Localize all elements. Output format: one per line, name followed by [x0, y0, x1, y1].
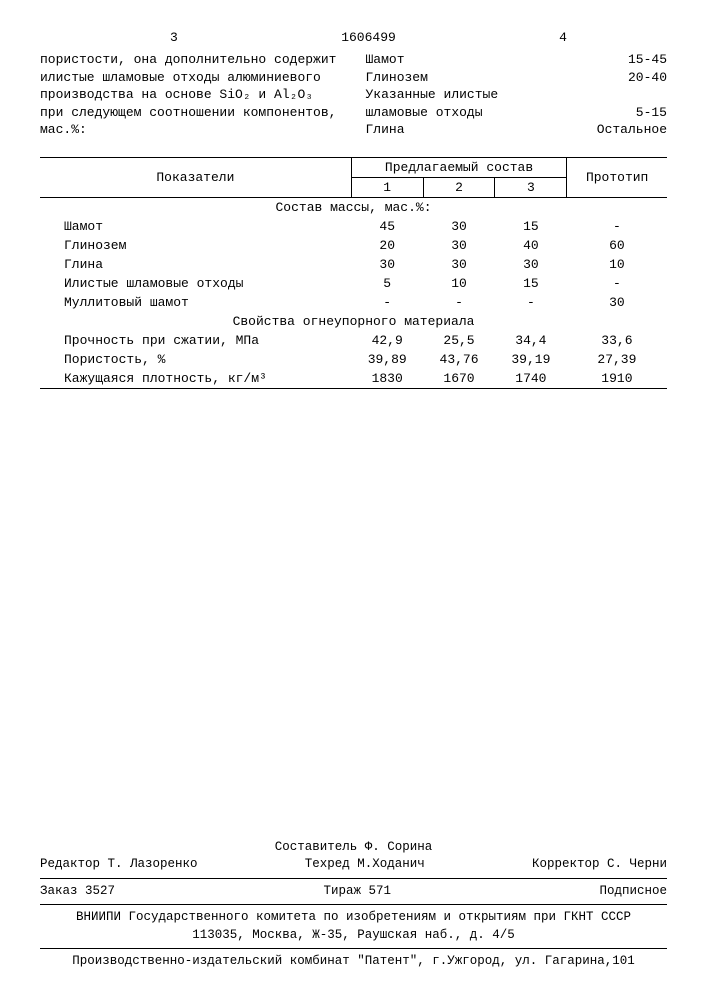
col-2: 2: [423, 177, 495, 197]
cell: 60: [567, 236, 667, 255]
divider: [40, 948, 667, 949]
table-row: Пористость, % 39,89 43,76 39,19 27,39: [40, 350, 667, 369]
intro-right-specs: Шамот 15-45 Глинозем 20-40 Указанные или…: [366, 51, 668, 139]
cell: 10: [423, 274, 495, 293]
cell: 34,4: [495, 331, 567, 350]
techred: Техред М.Ходанич: [305, 856, 425, 874]
sub: Подписное: [599, 883, 667, 901]
spec-row: Указанные илистые: [366, 86, 668, 104]
row-label: Кажущаяся плотность, кг/м³: [40, 369, 351, 389]
table-row: Кажущаяся плотность, кг/м³ 1830 1670 174…: [40, 369, 667, 389]
order-row: Заказ 3527 Тираж 571 Подписное: [40, 883, 667, 901]
table-row: Глина 30 30 30 10: [40, 255, 667, 274]
table-row: Муллитовый шамот - - - 30: [40, 293, 667, 312]
cell: 30: [423, 236, 495, 255]
cell: 30: [423, 217, 495, 236]
editor: Редактор Т. Лазоренко: [40, 856, 198, 874]
cell: 45: [351, 217, 423, 236]
spec-range: Остальное: [597, 121, 667, 139]
cell: 27,39: [567, 350, 667, 369]
spec-range: 15-45: [628, 51, 667, 69]
order: Заказ 3527: [40, 883, 115, 901]
cell: -: [567, 274, 667, 293]
divider: [40, 878, 667, 879]
cell: 30: [423, 255, 495, 274]
cell: 20: [351, 236, 423, 255]
col-proposed: Предлагаемый состав: [351, 157, 567, 177]
spec-name: Глинозем: [366, 69, 428, 87]
section-composition: Состав массы, мас.%:: [40, 197, 667, 217]
spec-row: Шамот 15-45: [366, 51, 668, 69]
cell: 25,5: [423, 331, 495, 350]
spec-row: Глина Остальное: [366, 121, 668, 139]
cell: 1910: [567, 369, 667, 389]
cell: 15: [495, 217, 567, 236]
cell: -: [495, 293, 567, 312]
page-num-left: 3: [170, 30, 178, 45]
org1: ВНИИПИ Государственного комитета по изоб…: [40, 909, 667, 927]
row-label: Пористость, %: [40, 350, 351, 369]
cell: 1830: [351, 369, 423, 389]
divider: [40, 904, 667, 905]
cell: 10: [567, 255, 667, 274]
cell: 42,9: [351, 331, 423, 350]
col-indicators: Показатели: [40, 157, 351, 197]
table-row: Шамот 45 30 15 -: [40, 217, 667, 236]
cell: 39,89: [351, 350, 423, 369]
cell: 40: [495, 236, 567, 255]
table-row: Прочность при сжатии, МПа 42,9 25,5 34,4…: [40, 331, 667, 350]
spec-row: Глинозем 20-40: [366, 69, 668, 87]
row-label: Муллитовый шамот: [40, 293, 351, 312]
cell: 1740: [495, 369, 567, 389]
cell: 33,6: [567, 331, 667, 350]
cell: 15: [495, 274, 567, 293]
row-label: Глина: [40, 255, 351, 274]
cell: -: [567, 217, 667, 236]
spec-range: 20-40: [628, 69, 667, 87]
cell: 30: [567, 293, 667, 312]
spec-name: Глина: [366, 121, 405, 139]
col-3: 3: [495, 177, 567, 197]
org2: Производственно-издательский комбинат "П…: [40, 953, 667, 971]
credits-row: Редактор Т. Лазоренко Техред М.Ходанич К…: [40, 856, 667, 874]
page-num-right: 4: [559, 30, 567, 45]
row-label: Шамот: [40, 217, 351, 236]
spec-name: шламовые отходы: [366, 104, 483, 122]
cell: -: [351, 293, 423, 312]
cell: -: [423, 293, 495, 312]
cell: 5: [351, 274, 423, 293]
cell: 43,76: [423, 350, 495, 369]
compiler-line: Составитель Ф. Сорина: [40, 839, 667, 857]
row-label: Глинозем: [40, 236, 351, 255]
doc-number: 1606499: [341, 30, 396, 45]
intro-columns: пористости, она дополнительно содержит и…: [40, 51, 667, 139]
footer-block: Составитель Ф. Сорина Редактор Т. Лазоре…: [40, 839, 667, 971]
cell: 39,19: [495, 350, 567, 369]
spec-name: Шамот: [366, 51, 405, 69]
table-row: Глинозем 20 30 40 60: [40, 236, 667, 255]
data-table: Показатели Предлагаемый состав Прототип …: [40, 157, 667, 389]
page-header: 3 1606499 4: [40, 30, 667, 45]
spec-name: Указанные илистые: [366, 86, 499, 104]
spec-range: 5-15: [636, 104, 667, 122]
cell: 30: [351, 255, 423, 274]
col-1: 1: [351, 177, 423, 197]
row-label: Илистые шламовые отходы: [40, 274, 351, 293]
cell: 30: [495, 255, 567, 274]
cell: 1670: [423, 369, 495, 389]
table-row: Илистые шламовые отходы 5 10 15 -: [40, 274, 667, 293]
intro-left-text: пористости, она дополнительно содержит и…: [40, 51, 342, 139]
row-label: Прочность при сжатии, МПа: [40, 331, 351, 350]
spec-row: шламовые отходы 5-15: [366, 104, 668, 122]
section-properties: Свойства огнеупорного материала: [40, 312, 667, 331]
corrector: Корректор С. Черни: [532, 856, 667, 874]
addr1: 113035, Москва, Ж-35, Раушская наб., д. …: [40, 927, 667, 945]
tirazh: Тираж 571: [323, 883, 391, 901]
col-prototype: Прототип: [567, 157, 667, 197]
